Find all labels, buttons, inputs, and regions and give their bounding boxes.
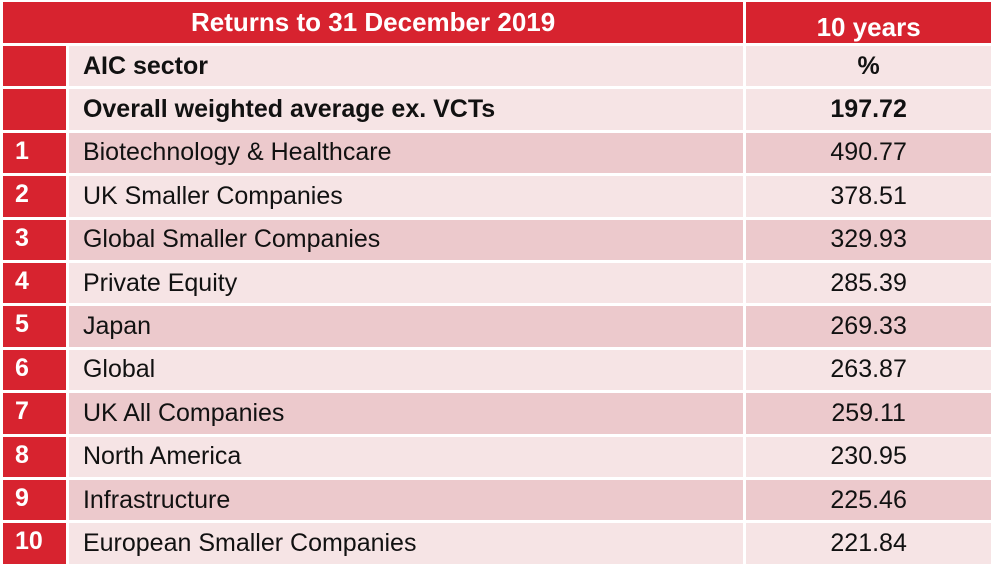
rank-cell: 3 — [3, 219, 66, 260]
unit-column-header: % — [746, 46, 991, 87]
sector-cell: Infrastructure — [68, 479, 744, 521]
rank-cell-empty — [3, 46, 66, 87]
rank-cell: 8 — [3, 436, 66, 477]
table-row: 1 Biotechnology & Healthcare 490.77 — [3, 132, 991, 174]
sector-cell: North America — [68, 436, 744, 477]
table-row: 10 European Smaller Companies 221.84 — [3, 523, 991, 564]
sector-cell: UK All Companies — [68, 393, 744, 434]
average-label: Overall weighted average ex. VCTs — [68, 89, 744, 130]
subheader-row: AIC sector % — [3, 46, 991, 87]
value-cell: 378.51 — [746, 176, 991, 217]
period-header: 10 years — [746, 2, 991, 43]
value-cell: 221.84 — [746, 523, 991, 564]
rank-cell: 2 — [3, 176, 66, 217]
value-cell: 230.95 — [746, 436, 991, 477]
table-row: 7 UK All Companies 259.11 — [3, 393, 991, 434]
average-value: 197.72 — [746, 89, 991, 130]
table-row: 5 Japan 269.33 — [3, 306, 991, 347]
rank-cell: 5 — [3, 306, 66, 347]
value-cell: 269.33 — [746, 306, 991, 347]
rank-cell: 4 — [3, 262, 66, 304]
sector-column-header: AIC sector — [68, 46, 744, 87]
average-row: Overall weighted average ex. VCTs 197.72 — [3, 89, 991, 130]
sector-cell: UK Smaller Companies — [68, 176, 744, 217]
value-cell: 329.93 — [746, 219, 991, 260]
table-title: Returns to 31 December 2019 — [3, 2, 744, 43]
rank-cell-empty — [3, 89, 66, 130]
value-cell: 285.39 — [746, 262, 991, 304]
rank-cell: 6 — [3, 349, 66, 391]
value-cell: 490.77 — [746, 132, 991, 174]
value-cell: 259.11 — [746, 393, 991, 434]
value-cell: 263.87 — [746, 349, 991, 391]
sector-cell: Japan — [68, 306, 744, 347]
table-row: 6 Global 263.87 — [3, 349, 991, 391]
sector-cell: Global — [68, 349, 744, 391]
table-row: 2 UK Smaller Companies 378.51 — [3, 176, 991, 217]
sector-cell: Private Equity — [68, 262, 744, 304]
rank-cell: 10 — [3, 523, 66, 564]
value-cell: 225.46 — [746, 479, 991, 521]
table-row: 3 Global Smaller Companies 329.93 — [3, 219, 991, 260]
sector-cell: Biotechnology & Healthcare — [68, 132, 744, 174]
table-row: 4 Private Equity 285.39 — [3, 262, 991, 304]
rank-cell: 9 — [3, 479, 66, 521]
rank-cell: 7 — [3, 393, 66, 434]
rank-cell: 1 — [3, 132, 66, 174]
table-row: 8 North America 230.95 — [3, 436, 991, 477]
table-header-row: Returns to 31 December 2019 10 years — [3, 2, 991, 43]
table-row: 9 Infrastructure 225.46 — [3, 479, 991, 521]
sector-cell: Global Smaller Companies — [68, 219, 744, 260]
sector-cell: European Smaller Companies — [68, 523, 744, 564]
